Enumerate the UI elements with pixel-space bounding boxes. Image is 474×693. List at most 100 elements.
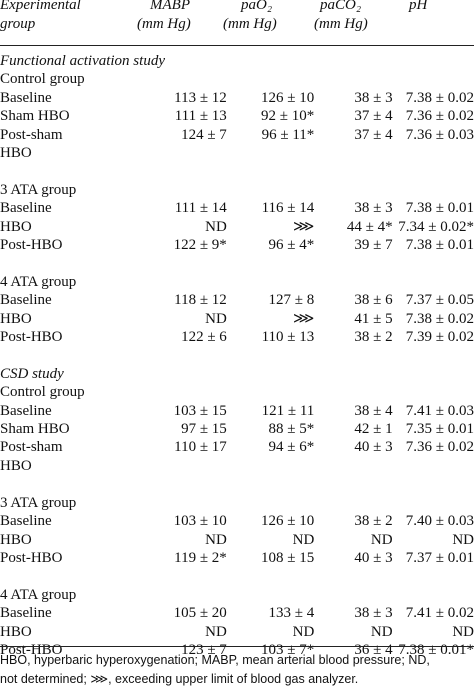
group-row: 3 ATA group [0,181,474,199]
pao2-cell [227,475,314,493]
header-pao2-line2: (mm Hg) [223,16,277,32]
paco2-cell [314,494,392,512]
row-label: Post-HBO [0,641,63,658]
pao2-cell [227,567,314,585]
ph-cell [393,346,474,364]
paco2-cell: 38 ± 3 [354,605,393,622]
table-row: Baseline 118 ± 12 127 ± 8 38 ± 6 7.37 ± 0.05 [0,291,474,309]
table-row: Baseline 103 ± 15 121 ± 11 38 ± 4 7.41 ± 0.0… [0,402,474,420]
paco2-cell [314,273,392,291]
paco2-cell: 40 ± 3 [354,549,393,566]
footnote-line: HBO, hyperbaric hyperoxygenation; MABP, … [0,653,430,667]
table-row: Sham HBO 97 ± 15 88 ± 5* 42 ± 1 7.35 ± 0.01 [0,420,474,438]
mabp-cell: 103 ± 15 [173,402,227,419]
paco2-cell: 41 ± 5 [354,310,393,327]
row-label: HBO [0,310,32,327]
table-row: HBO ND ND ND ND [0,623,474,641]
row-label: HBO [0,457,32,474]
paco2-cell [314,254,392,272]
ph-cell: 7.39 ± 0.02 [405,329,474,346]
pao2-cell: 116 ± 14 [261,200,315,217]
row-label: 3 ATA group [0,494,77,511]
mabp-cell [134,181,227,199]
row-label: Post-HBO [0,237,63,254]
pao2-cell: 126 ± 10 [261,89,315,106]
row-label: HBO [0,623,32,640]
table-row: Baseline 113 ± 12 126 ± 10 38 ± 3 7.38 ± 0.0… [0,89,474,107]
table-row: Post-HBO 119 ± 2* 108 ± 15 40 ± 3 7.37 ± 0.0… [0,549,474,567]
table-row: HBO ND ⋙ 41 ± 5 7.38 ± 0.02 [0,310,474,328]
row-label: Baseline [0,605,52,622]
mabp-cell: 124 ± 7 [181,126,227,143]
mabp-cell: 119 ± 2* [174,549,227,566]
row-label: Functional activation study [0,53,165,69]
header-experimental-group-line2: group [0,16,36,32]
table-row: Baseline 103 ± 10 126 ± 10 38 ± 2 7.40 ± 0.0… [0,512,474,530]
paco2-cell: 38 ± 2 [354,513,393,530]
paco2-cell [314,586,392,604]
mabp-cell: 97 ± 15 [181,421,227,438]
ph-cell: ND [452,531,474,548]
row-label: Control group [0,384,85,401]
row-label: Post-sham [0,126,63,143]
ph-cell: ND [452,623,474,640]
paco2-cell [314,383,392,401]
row-label: CSD study [0,365,64,382]
paco2-cell: 39 ± 7 [354,237,393,254]
mabp-cell: ND [205,531,227,548]
mabp-cell [134,144,227,162]
mabp-cell [134,346,227,364]
mabp-cell [134,273,227,291]
paco2-cell: 40 ± 3 [354,439,393,456]
table-row: Post-HBO 123 ± 7 103 ± 7* 36 ± 4 7.38 ± 0.01… [0,641,474,659]
header-mabp-line1: MABP [150,0,190,13]
ph-cell [393,383,474,401]
pao2-cell: ⋙ [292,218,315,235]
data-table: Functional activation study Control group… [0,52,474,659]
pao2-cell [227,162,314,180]
section-row: Functional activation study [0,52,474,70]
mabp-cell: 111 ± 13 [174,108,227,125]
spacer-row [0,162,474,180]
pao2-cell [227,70,314,88]
row-label: Baseline [0,200,52,217]
row-label: HBO [0,218,32,235]
row-label: Control group [0,71,85,88]
mabp-cell: 123 ± 7 [181,641,227,658]
row-label: Baseline [0,292,52,309]
paco2-cell: 37 ± 4 [354,126,393,143]
ph-cell: 7.35 ± 0.01 [405,421,474,438]
mabp-cell: 113 ± 12 [174,89,227,106]
table-row: Baseline 105 ± 20 133 ± 4 38 ± 3 7.41 ± 0.02 [0,604,474,622]
mabp-cell [134,494,227,512]
ph-cell [393,273,474,291]
paco2-cell: 44 ± 4* [346,218,393,235]
ph-cell [393,457,474,475]
table-row: Post-sham 110 ± 17 94 ± 6* 40 ± 3 7.36 ± 0.0… [0,438,474,456]
pao2-cell [227,254,314,272]
paco2-cell [314,162,392,180]
pao2-cell: 133 ± 4 [268,605,315,622]
row-label [0,254,134,272]
mabp-cell: ND [205,310,227,327]
group-row: 4 ATA group [0,586,474,604]
header-ph: pH [409,0,428,13]
row-label [0,475,134,493]
paco2-cell [314,70,392,88]
row-label: 4 ATA group [0,273,77,290]
row-label [0,162,134,180]
mabp-cell: 103 ± 10 [173,513,227,530]
paco2-cell [314,346,392,364]
mabp-cell [134,475,227,493]
ph-cell [393,181,474,199]
table-row: HBO ND ND ND ND [0,531,474,549]
spacer-row [0,567,474,585]
table-row: Post-HBO 122 ± 6 110 ± 13 38 ± 2 7.39 ± 0.02 [0,328,474,346]
row-label: 3 ATA group [0,181,77,198]
mabp-cell [134,70,227,88]
spacer-row [0,475,474,493]
footer-rule [0,646,474,647]
row-label: Sham HBO [0,108,70,125]
row-label: Sham HBO [0,421,70,438]
pao2-cell: 121 ± 11 [261,402,315,419]
